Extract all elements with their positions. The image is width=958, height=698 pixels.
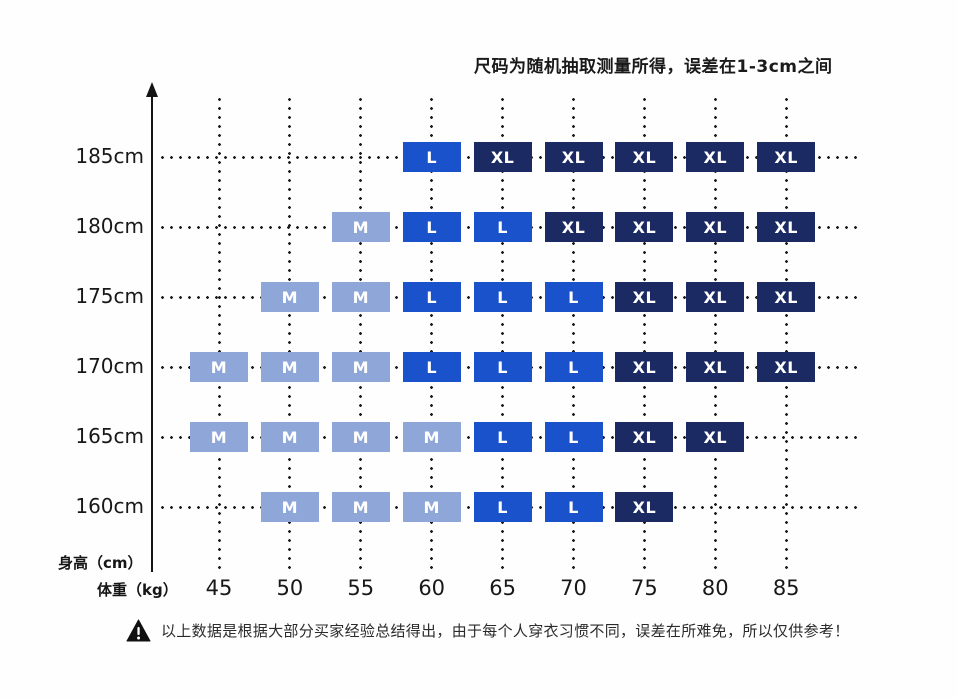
grid-vline — [217, 95, 221, 575]
size-cell: XL — [615, 212, 674, 242]
size-cell: XL — [686, 212, 745, 242]
x-tick-label: 45 — [205, 576, 233, 600]
x-axis-label: 体重（kg） — [97, 581, 178, 599]
x-tick-label: 75 — [631, 576, 658, 600]
grid-vline — [784, 95, 788, 575]
size-cell: XL — [686, 352, 745, 382]
x-tick-label: 55 — [347, 576, 375, 600]
size-cell: XL — [615, 492, 674, 522]
size-cell: XL — [473, 142, 532, 172]
grid-vline — [713, 95, 717, 575]
size-cell: L — [473, 422, 532, 452]
x-tick-label: 60 — [418, 576, 446, 600]
size-cell: L — [544, 352, 603, 382]
y-axis-arrow-icon — [146, 82, 158, 97]
size-cell: L — [402, 142, 461, 172]
y-axis-label: 身高（cm） — [58, 554, 143, 572]
size-cell: XL — [544, 212, 603, 242]
y-tick-label: 180cm — [75, 214, 144, 238]
size-cell: M — [331, 492, 390, 522]
grid-vline — [572, 95, 575, 575]
size-cell: L — [473, 352, 532, 382]
size-cell: M — [190, 352, 248, 382]
size-cell: XL — [757, 352, 816, 382]
size-cell: M — [260, 352, 319, 382]
size-cell: XL — [544, 142, 603, 172]
size-cell: M — [402, 422, 461, 452]
size-cell: M — [190, 422, 248, 452]
size-cell: XL — [615, 282, 674, 312]
size-cell: L — [402, 352, 461, 382]
grid-vline — [430, 95, 434, 575]
size-cell: XL — [615, 352, 674, 382]
x-tick-label: 85 — [772, 576, 800, 600]
grid-vline — [288, 95, 292, 575]
size-cell: L — [544, 422, 603, 452]
grid-vline — [642, 95, 646, 575]
size-cell: L — [473, 282, 532, 312]
grid-vline — [501, 95, 505, 575]
y-tick-label: 170cm — [75, 354, 144, 378]
size-cell: XL — [686, 282, 745, 312]
size-cell: M — [331, 422, 390, 452]
chart-title: 尺码为随机抽取测量所得，误差在1-3cm之间 — [474, 57, 833, 77]
y-tick-label: 160cm — [75, 494, 144, 518]
size-cell: XL — [686, 142, 745, 172]
size-cell: L — [544, 282, 603, 312]
size-cell: M — [331, 212, 390, 242]
y-tick-label: 185cm — [75, 144, 144, 168]
size-cell: M — [331, 352, 390, 382]
y-axis-line — [151, 96, 153, 572]
size-cell: M — [402, 492, 461, 522]
size-cell: M — [260, 422, 319, 452]
size-cell: M — [260, 282, 319, 312]
x-tick-label: 70 — [560, 576, 587, 600]
size-cell: L — [473, 492, 532, 522]
size-cell: XL — [615, 142, 674, 172]
size-cell: L — [544, 492, 603, 522]
x-tick-label: 50 — [276, 576, 304, 600]
size-cell: XL — [757, 212, 816, 242]
disclaimer: 以上数据是根据大部分买家经验总结得出，由于每个人穿衣习惯不同，误差在所难免，所以… — [126, 619, 850, 642]
size-cell: XL — [757, 142, 816, 172]
y-tick-label: 175cm — [75, 284, 144, 308]
warning-icon — [126, 619, 151, 642]
size-cell: L — [473, 212, 532, 242]
y-tick-label: 165cm — [75, 424, 144, 448]
grid-vline — [359, 95, 363, 575]
x-tick-label: 65 — [489, 576, 516, 600]
size-cell: XL — [686, 422, 745, 452]
x-tick-label: 80 — [701, 576, 729, 600]
size-cell: XL — [757, 282, 816, 312]
size-cell: M — [260, 492, 319, 522]
size-cell: XL — [615, 422, 674, 452]
size-cell: L — [402, 212, 461, 242]
disclaimer-text: 以上数据是根据大部分买家经验总结得出，由于每个人穿衣习惯不同，误差在所难免，所以… — [161, 622, 850, 640]
size-cell: L — [402, 282, 461, 312]
size-cell: M — [331, 282, 390, 312]
